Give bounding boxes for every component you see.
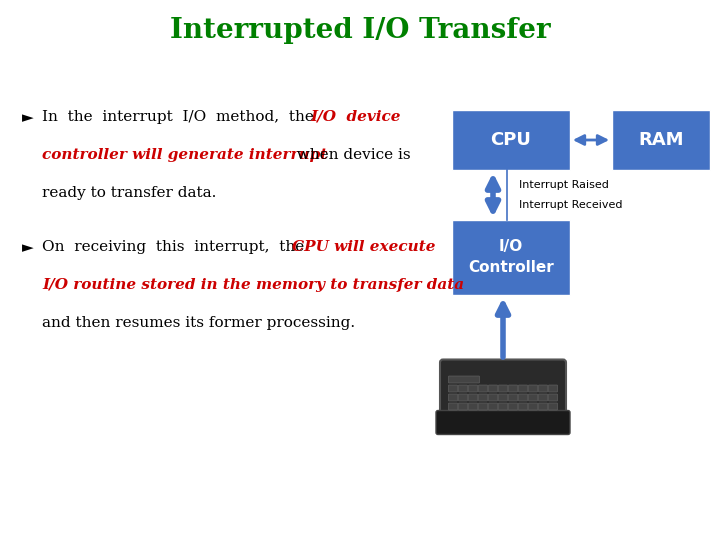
FancyBboxPatch shape <box>518 385 528 392</box>
FancyBboxPatch shape <box>508 394 518 401</box>
Text: I/O
Controller: I/O Controller <box>468 240 554 275</box>
Text: CPU will execute: CPU will execute <box>292 240 436 254</box>
FancyBboxPatch shape <box>498 385 508 392</box>
Text: Interrupt Raised: Interrupt Raised <box>519 180 609 190</box>
FancyBboxPatch shape <box>549 385 557 392</box>
Bar <box>612 110 710 170</box>
Text: controller will generate interrupt: controller will generate interrupt <box>42 148 328 162</box>
FancyBboxPatch shape <box>488 394 498 401</box>
FancyBboxPatch shape <box>449 394 457 401</box>
Text: ►: ► <box>22 240 34 255</box>
FancyBboxPatch shape <box>469 403 477 410</box>
FancyBboxPatch shape <box>498 403 508 410</box>
Text: ready to transfer data.: ready to transfer data. <box>42 186 217 200</box>
FancyBboxPatch shape <box>479 385 487 392</box>
FancyBboxPatch shape <box>549 394 557 401</box>
FancyBboxPatch shape <box>449 376 480 383</box>
Text: Interrupt Received: Interrupt Received <box>519 200 623 210</box>
Text: I/O  device: I/O device <box>310 110 400 124</box>
FancyBboxPatch shape <box>488 403 498 410</box>
Bar <box>452 220 570 295</box>
FancyBboxPatch shape <box>508 385 518 392</box>
FancyBboxPatch shape <box>449 385 457 392</box>
Text: On  receiving  this  interrupt,  the: On receiving this interrupt, the <box>42 240 314 254</box>
FancyBboxPatch shape <box>459 394 467 401</box>
FancyBboxPatch shape <box>539 394 547 401</box>
Text: RAM: RAM <box>638 131 684 149</box>
Text: I/O routine stored in the memory to transfer data: I/O routine stored in the memory to tran… <box>42 278 464 292</box>
FancyBboxPatch shape <box>469 394 477 401</box>
FancyBboxPatch shape <box>436 410 570 435</box>
FancyBboxPatch shape <box>528 403 538 410</box>
Text: In  the  interrupt  I/O  method,  the: In the interrupt I/O method, the <box>42 110 323 124</box>
FancyBboxPatch shape <box>518 403 528 410</box>
FancyBboxPatch shape <box>508 403 518 410</box>
FancyBboxPatch shape <box>518 394 528 401</box>
Text: and then resumes its former processing.: and then resumes its former processing. <box>42 316 355 330</box>
FancyBboxPatch shape <box>528 394 538 401</box>
FancyBboxPatch shape <box>440 360 566 421</box>
FancyBboxPatch shape <box>539 385 547 392</box>
FancyBboxPatch shape <box>449 403 457 410</box>
Text: ►: ► <box>22 110 34 125</box>
FancyBboxPatch shape <box>479 403 487 410</box>
Text: when device is: when device is <box>287 148 410 162</box>
FancyBboxPatch shape <box>459 385 467 392</box>
FancyBboxPatch shape <box>469 385 477 392</box>
FancyBboxPatch shape <box>479 394 487 401</box>
Bar <box>452 110 570 170</box>
FancyBboxPatch shape <box>549 403 557 410</box>
FancyBboxPatch shape <box>528 385 538 392</box>
FancyBboxPatch shape <box>539 403 547 410</box>
FancyBboxPatch shape <box>488 385 498 392</box>
FancyBboxPatch shape <box>498 394 508 401</box>
FancyBboxPatch shape <box>459 403 467 410</box>
Text: CPU: CPU <box>490 131 531 149</box>
Text: Interrupted I/O Transfer: Interrupted I/O Transfer <box>170 17 550 44</box>
